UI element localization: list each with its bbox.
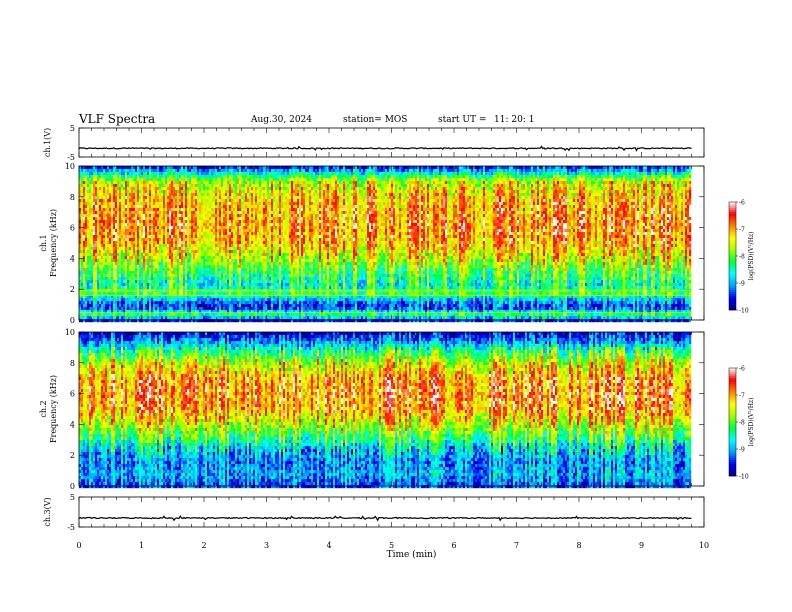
ch3-wave-ytick-label: 5 bbox=[70, 493, 75, 502]
ch3-waveform-panel: 5 -5 ch.3(V) 0 1 2 3 4 5 6 7 8 9 10 Time (min) bbox=[43, 493, 709, 560]
ch1-colorbar-tick: -8 bbox=[739, 254, 745, 261]
ch1-ytick-label: 4 bbox=[70, 254, 75, 263]
ch2-ytick-label: 0 bbox=[70, 482, 75, 491]
ch1-spectrogram-panel: 0 2 4 6 8 10 ch.1Frequency (kHz) bbox=[39, 162, 705, 325]
ch1-ytick-label: 0 bbox=[70, 316, 75, 325]
ch2-colorbar-label: log(PSD)(V²/Hz) bbox=[748, 398, 755, 447]
ch2-spectrogram-panel: 0 2 4 6 8 10 ch.2Frequency (kHz) bbox=[39, 328, 705, 491]
ch2-ytick-label: 2 bbox=[70, 451, 75, 460]
ch1-wave-ylabel: ch.1(V) bbox=[43, 128, 52, 157]
ch1-wave-ytick-label: 5 bbox=[70, 124, 75, 133]
ch3-wave-xtick-label: 0 bbox=[76, 541, 81, 550]
ch2-ytick-label: 4 bbox=[70, 420, 75, 429]
ch2-colorbar-tick: -9 bbox=[739, 447, 745, 454]
ch2-ytick-label: 8 bbox=[70, 359, 75, 368]
ch2-colorbar-tick: -7 bbox=[739, 393, 745, 400]
ch1-colorbar-tick: -9 bbox=[739, 281, 745, 288]
ch3-wave-xtick-label: 3 bbox=[264, 541, 269, 550]
ch1-colorbar-tick: -10 bbox=[739, 308, 749, 315]
figure-title: VLF Spectra bbox=[79, 112, 155, 126]
ch1-colorbar-label: log(PSD)(V²/Hz) bbox=[748, 232, 755, 281]
ch2-colorbar: -6 -7 -8 -9 -10 log(PSD)(V²/Hz) bbox=[728, 366, 755, 481]
ch3-wave-ytick-label: -5 bbox=[67, 523, 75, 532]
date-label: Aug.30, 2024 bbox=[251, 115, 312, 125]
ch3-wave-xtick-label: 2 bbox=[201, 541, 206, 550]
start-ut-value: 11: 20: 1 bbox=[494, 115, 534, 125]
ch1-ytick-label: 2 bbox=[70, 285, 75, 294]
ch1-waveform-panel: 5 -5 ch.1(V) bbox=[43, 124, 705, 162]
ch1-ytick-label: 6 bbox=[70, 224, 75, 233]
ch2-ytick-label: 10 bbox=[65, 328, 75, 337]
ch3-wave-xtick-label: 4 bbox=[326, 541, 331, 550]
ch3-wave-ylabel: ch.3(V) bbox=[43, 497, 52, 526]
ch3-wave-xtick-label: 9 bbox=[639, 541, 644, 550]
ch3-wave-xtick-label: 5 bbox=[389, 541, 394, 550]
ch1-ylabel: ch.1Frequency (kHz) bbox=[39, 209, 58, 277]
ch3-wave-xlabel: Time (min) bbox=[387, 549, 437, 560]
start-ut-label: start UT = bbox=[438, 115, 486, 125]
ch2-ylabel: ch.2Frequency (kHz) bbox=[39, 375, 58, 443]
ch3-wave-xtick-label: 10 bbox=[699, 541, 709, 550]
ch1-colorbar-tick: -7 bbox=[739, 227, 745, 234]
station-label: station= MOS bbox=[343, 115, 407, 125]
ch2-cells bbox=[79, 332, 692, 489]
ch1-colorbar: -6 -7 -8 -9 -10 log(PSD)(V²/Hz) bbox=[728, 200, 755, 315]
ch3-wave-xtick-label: 6 bbox=[451, 541, 456, 550]
ch3-wave-xtick-label: 8 bbox=[576, 541, 581, 550]
ch3-wave-xtick-label: 7 bbox=[514, 541, 519, 550]
ch3-wave-xtick-label: 1 bbox=[139, 541, 144, 550]
ch1-ytick-label: 8 bbox=[70, 193, 75, 202]
ch1-wave-trace bbox=[78, 145, 692, 152]
ch1-wave-ytick-label: -5 bbox=[67, 153, 75, 162]
ch2-colorbar-tick: -8 bbox=[739, 420, 745, 427]
ch3-wave-trace bbox=[78, 514, 692, 522]
ch1-colorbar-tick: -6 bbox=[739, 200, 745, 207]
ch1-ytick-label: 10 bbox=[65, 162, 75, 171]
ch2-colorbar-tick: -6 bbox=[739, 366, 745, 373]
ch2-colorbar-tick: -10 bbox=[739, 474, 749, 481]
ch2-ytick-label: 6 bbox=[70, 390, 75, 399]
ch1-cells bbox=[79, 166, 692, 323]
